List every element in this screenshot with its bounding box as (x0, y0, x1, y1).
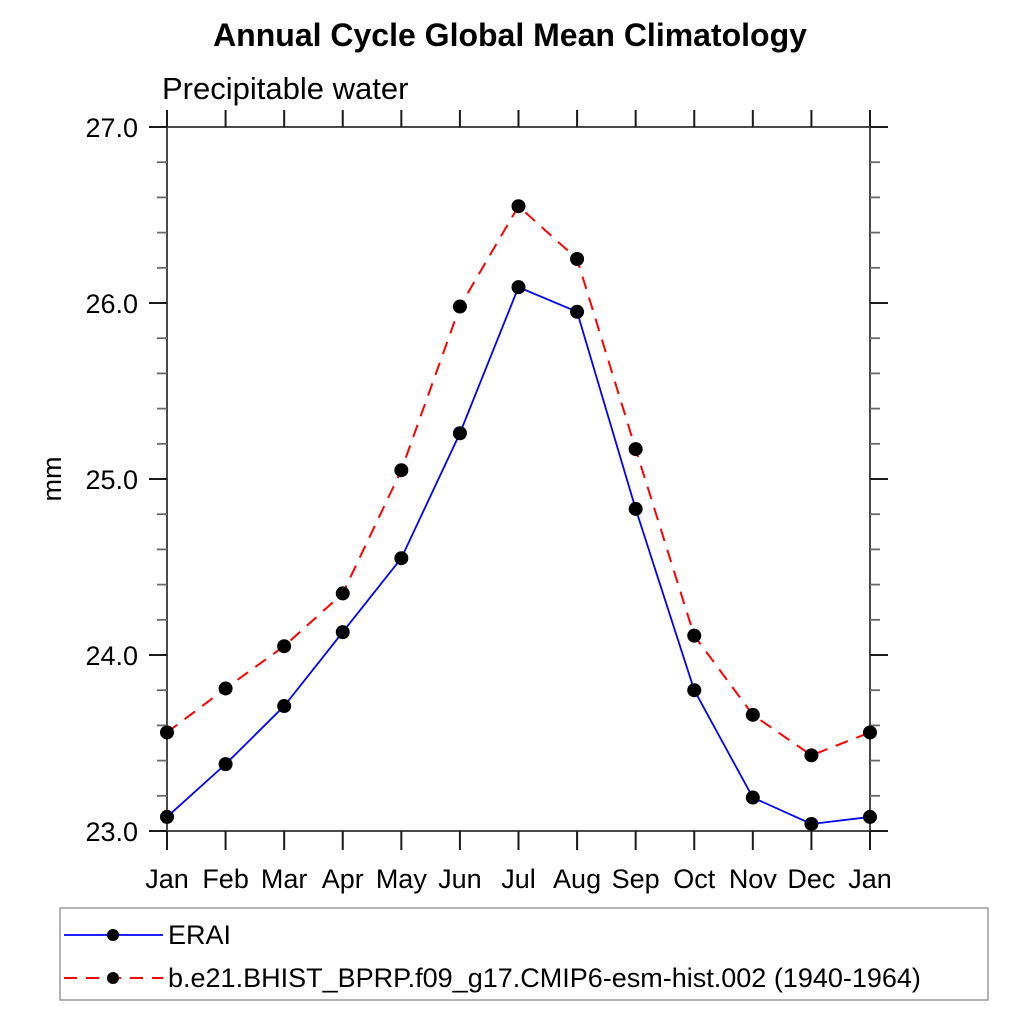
x-tick-label: Dec (787, 864, 835, 894)
data-point-marker (218, 681, 233, 696)
chart-title: Annual Cycle Global Mean Climatology (213, 17, 807, 53)
data-point-marker (570, 304, 585, 319)
legend-label-erai: ERAI (168, 920, 231, 950)
data-point-marker (628, 442, 643, 457)
data-point-marker (628, 501, 643, 516)
legend: ERAI b.e21.BHIST_BPRP.f09_g17.CMIP6-esm-… (59, 907, 989, 1001)
chart-subtitle: Precipitable water (162, 71, 408, 106)
y-tick-label: 27.0 (85, 113, 138, 143)
series-line-erai (166, 285, 871, 825)
axis-box (166, 126, 871, 832)
x-tick-label: Jun (438, 864, 482, 894)
data-point-marker (804, 748, 819, 763)
x-tick-label: Jul (501, 864, 536, 894)
data-point-marker (511, 280, 526, 295)
x-tick-label: Aug (553, 864, 601, 894)
legend-box (59, 907, 989, 1001)
y-tick-label: 24.0 (85, 641, 138, 671)
data-point-marker (570, 252, 585, 266)
data-point-marker (745, 707, 760, 722)
x-tick-label: Jan (848, 864, 892, 894)
plot-area: 23.0 24.0 25.0 26.0 27.0 Jan Feb Mar Apr May Jun Ju… (85, 110, 892, 894)
data-point-marker (452, 426, 467, 441)
data-point-marker (277, 639, 292, 654)
data-point-marker (160, 725, 174, 740)
data-point-marker (394, 463, 409, 478)
data-point-marker (335, 586, 350, 601)
legend-entry-model: b.e21.BHIST_BPRP.f09_g17.CMIP6-esm-hist.… (64, 963, 921, 993)
data-point-marker (745, 790, 760, 805)
legend-marker-icon (107, 929, 119, 941)
y-tick-label: 23.0 (85, 817, 138, 847)
x-tick-label: May (376, 864, 428, 894)
x-tick-label: Feb (202, 864, 249, 894)
data-point-marker (804, 816, 819, 831)
x-tick-label: Jan (145, 864, 189, 894)
x-tick-label: Nov (729, 864, 778, 894)
legend-label-model: b.e21.BHIST_BPRP.f09_g17.CMIP6-esm-hist.… (168, 963, 921, 993)
legend-entry-erai: ERAI (64, 920, 231, 950)
data-point-marker (218, 757, 233, 772)
x-tick-label: Oct (673, 864, 716, 894)
data-point-marker (863, 809, 877, 824)
x-tick-label: Mar (261, 864, 308, 894)
x-tick-label: Apr (322, 864, 364, 894)
data-point-marker (277, 699, 292, 714)
data-point-marker (687, 683, 702, 698)
data-point-marker (335, 625, 350, 640)
data-point-marker (452, 299, 467, 314)
x-tick-label: Sep (612, 864, 660, 894)
y-axis-unit-label: mm (37, 457, 67, 502)
legend-marker-icon (107, 972, 119, 984)
data-point-marker (160, 809, 174, 824)
y-tick-label: 25.0 (85, 465, 138, 495)
data-point-marker (687, 628, 702, 643)
y-tick-label: 26.0 (85, 289, 138, 319)
data-point-marker (511, 199, 526, 214)
data-point-marker (394, 551, 409, 566)
data-point-marker (863, 725, 877, 740)
